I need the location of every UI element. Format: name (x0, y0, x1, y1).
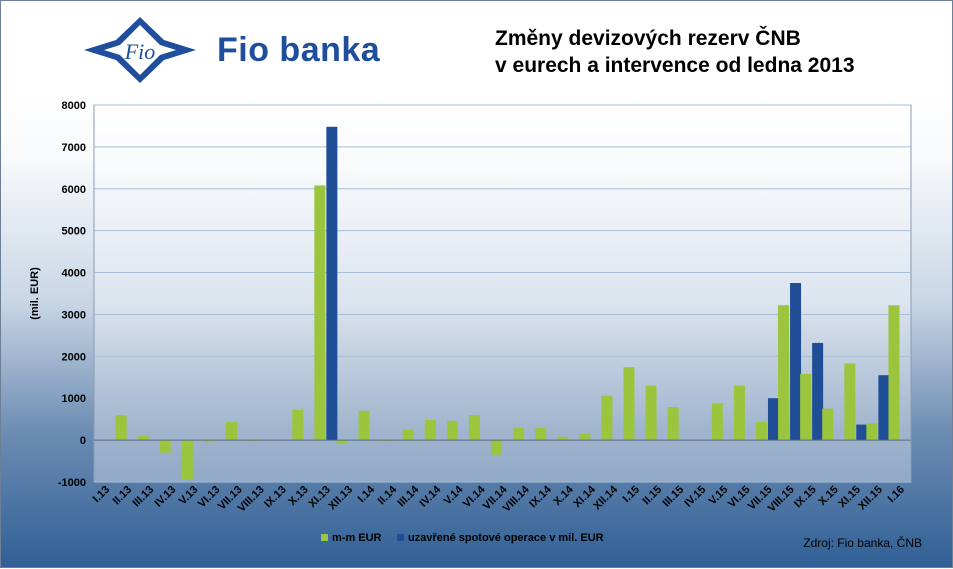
chart-title: Změny devizových rezerv ČNB v eurech a i… (495, 25, 855, 79)
bar-spot-operations (326, 126, 338, 441)
bar-mm-eur (667, 407, 679, 441)
legend-swatch-mm-eur (321, 534, 328, 541)
bar-mm-eur (623, 367, 635, 441)
bar-mm-eur (203, 440, 215, 443)
bar-mm-eur (844, 363, 856, 441)
legend-label-spot: uzavřené spotové operace v mil. EUR (408, 532, 604, 544)
x-tick-label: III.14 (396, 483, 422, 509)
bar-mm-eur (137, 435, 149, 441)
bar-mm-eur (314, 185, 326, 441)
x-tick-label: IX.15 (792, 484, 819, 511)
bar-mm-eur (336, 440, 348, 444)
bar-spot-operations (767, 398, 779, 441)
x-tick-label: IX.13 (262, 484, 289, 511)
y-tick-label: 6000 (62, 184, 86, 196)
bar-mm-eur (800, 373, 812, 441)
bar-spot-operations (878, 375, 890, 441)
x-tick-label: IV.15 (682, 484, 708, 510)
bar-mm-eur (491, 440, 502, 455)
bar-mm-eur (888, 305, 900, 441)
x-tick-label: X.15 (816, 484, 840, 508)
x-tick-label: IV.13 (152, 484, 178, 510)
x-tick-label: II.13 (111, 484, 135, 508)
bar-mm-eur (513, 427, 525, 441)
legend-label-mm-eur: m-m EUR (332, 532, 382, 544)
x-tick-label: XII.15 (856, 484, 885, 513)
x-tick-label: XII.14 (591, 483, 620, 512)
bar-mm-eur (424, 420, 436, 441)
bar-mm-eur (402, 429, 414, 441)
y-axis-label: (mil. EUR) (29, 267, 41, 320)
bar-mm-eur (711, 403, 723, 441)
bar-mm-eur (468, 414, 480, 441)
x-tick-label: XII.13 (326, 484, 355, 513)
y-tick-label: 4000 (62, 268, 86, 280)
bar-mm-eur (181, 440, 193, 480)
y-tick-label: 3000 (62, 309, 86, 321)
y-tick-label: 8000 (62, 100, 86, 112)
fio-logo-icon: Fio (84, 17, 196, 83)
y-tick-label: 5000 (62, 226, 86, 238)
legend-swatch-spot (397, 534, 404, 541)
bar-mm-eur (159, 440, 171, 453)
x-tick-label: I.13 (91, 484, 112, 505)
bar-mm-eur (733, 385, 745, 441)
bar-mm-eur (822, 408, 834, 441)
bar-mm-eur (226, 422, 238, 441)
x-tick-label: III.13 (131, 484, 157, 510)
bar-mm-eur (248, 440, 260, 442)
bar-mm-eur (778, 305, 790, 441)
bar-spot-operations (856, 424, 868, 441)
chart-title-line1: Změny devizových rezerv ČNB (495, 27, 801, 50)
bar-spot-operations (790, 283, 802, 441)
source-note: Zdroj: Fio banka, ČNB (803, 536, 922, 550)
x-tick-label: I.15 (621, 484, 642, 505)
y-tick-label: 7000 (62, 142, 86, 154)
x-tick-label: II.14 (376, 483, 400, 507)
x-tick-label: I.14 (356, 483, 378, 505)
bar-mm-eur (115, 414, 127, 441)
x-tick-label: I.16 (886, 484, 907, 505)
bar-mm-eur (446, 420, 458, 441)
y-tick-label: 2000 (62, 351, 86, 363)
bar-mm-eur (645, 385, 657, 441)
x-tick-label: VIII.14 (501, 483, 533, 515)
brand-name: Fio banka (217, 31, 381, 69)
bar-mm-eur (866, 423, 878, 441)
x-tick-label: II.15 (641, 484, 665, 508)
bar-spot-operations (812, 342, 824, 441)
x-tick-label: IX.14 (527, 483, 554, 510)
chart-title-line2: v eurech a intervence od ledna 2013 (495, 54, 855, 77)
x-tick-label: X.13 (286, 484, 310, 508)
bar-mm-eur (358, 410, 370, 441)
y-tick-label: -1000 (58, 477, 86, 489)
y-tick-label: 0 (80, 435, 86, 447)
bar-mm-eur (579, 433, 591, 441)
x-tick-label: III.15 (660, 484, 686, 510)
bar-mm-eur (292, 409, 304, 441)
y-tick-label: 1000 (62, 393, 86, 405)
bar-mm-eur (755, 422, 767, 441)
bar-mm-eur (557, 436, 569, 441)
bar-mm-eur (535, 427, 547, 441)
logo-text: Fio (124, 39, 156, 64)
bar-mm-eur (601, 395, 613, 441)
bar-mm-eur (380, 440, 392, 442)
x-tick-label: IV.14 (417, 483, 444, 510)
